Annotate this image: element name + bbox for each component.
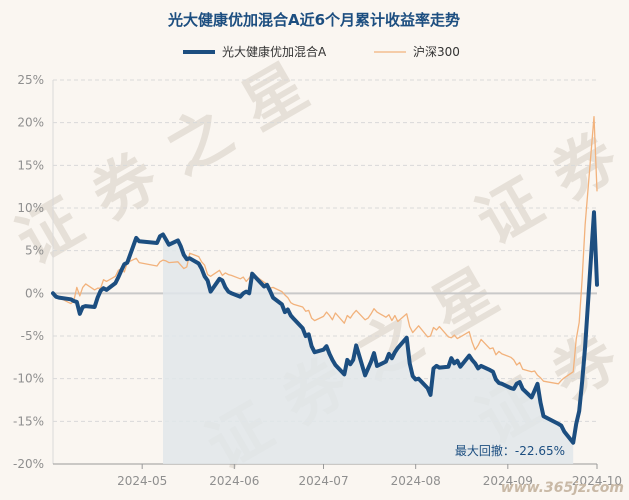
- legend-label-index: 沪深300: [413, 45, 460, 59]
- y-tick-label: 10%: [17, 201, 44, 215]
- watermark-glyph: 证: [4, 184, 94, 278]
- max-drawdown-area: [163, 234, 574, 464]
- y-tick-label: 0%: [25, 286, 44, 300]
- watermark-glyph: 星: [229, 49, 319, 143]
- y-tick-label: 20%: [17, 116, 44, 130]
- watermark-glyph: 证: [464, 164, 554, 258]
- fund-line: [51, 210, 599, 445]
- watermark-glyph: 券: [79, 139, 170, 234]
- site-watermark: www.365jz.com: [501, 480, 624, 496]
- x-tick-label: 2024-06: [209, 474, 259, 488]
- index-line: [52, 116, 598, 385]
- x-tick-label: 2024-08: [391, 474, 441, 488]
- legend-item-index: 沪深300: [374, 45, 460, 59]
- y-tick-label: -10%: [13, 372, 44, 386]
- chart-title: 光大健康优加混合A近6个月累计收益率走势: [167, 11, 460, 29]
- y-tick-label: -20%: [13, 457, 44, 471]
- y-axis-ticks: -20% -15% -10% -5% 0% 5% 10% 15% 20% 25%: [13, 73, 44, 471]
- x-axis-ticks: 2024-05 2024-06 2024-07 2024-08 2024-09 2024-…: [117, 464, 622, 488]
- watermark-glyph: 券: [539, 119, 629, 214]
- legend-item-fund: 光大健康优加混合A: [183, 44, 327, 59]
- watermark-glyph: 之: [154, 94, 244, 188]
- y-tick-label: 15%: [17, 158, 44, 172]
- legend: 光大健康优加混合A 沪深300: [183, 44, 460, 59]
- y-tick-label: -15%: [13, 414, 44, 428]
- y-tick-label: -5%: [21, 329, 44, 343]
- legend-label-fund: 光大健康优加混合A: [222, 44, 327, 59]
- max-drawdown-label: 最大回撤：-22.65%: [455, 443, 565, 458]
- y-tick-label: 25%: [17, 73, 44, 87]
- x-tick-label: 2024-05: [117, 474, 167, 488]
- x-tick-label: 2024-07: [298, 474, 348, 488]
- y-tick-label: 5%: [25, 244, 44, 258]
- x-tick-label: 2024-10: [572, 474, 622, 488]
- x-tick-label: 2024-09: [483, 474, 533, 488]
